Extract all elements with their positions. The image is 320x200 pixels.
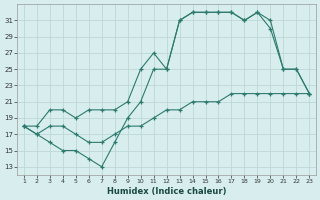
X-axis label: Humidex (Indice chaleur): Humidex (Indice chaleur) [107,187,226,196]
